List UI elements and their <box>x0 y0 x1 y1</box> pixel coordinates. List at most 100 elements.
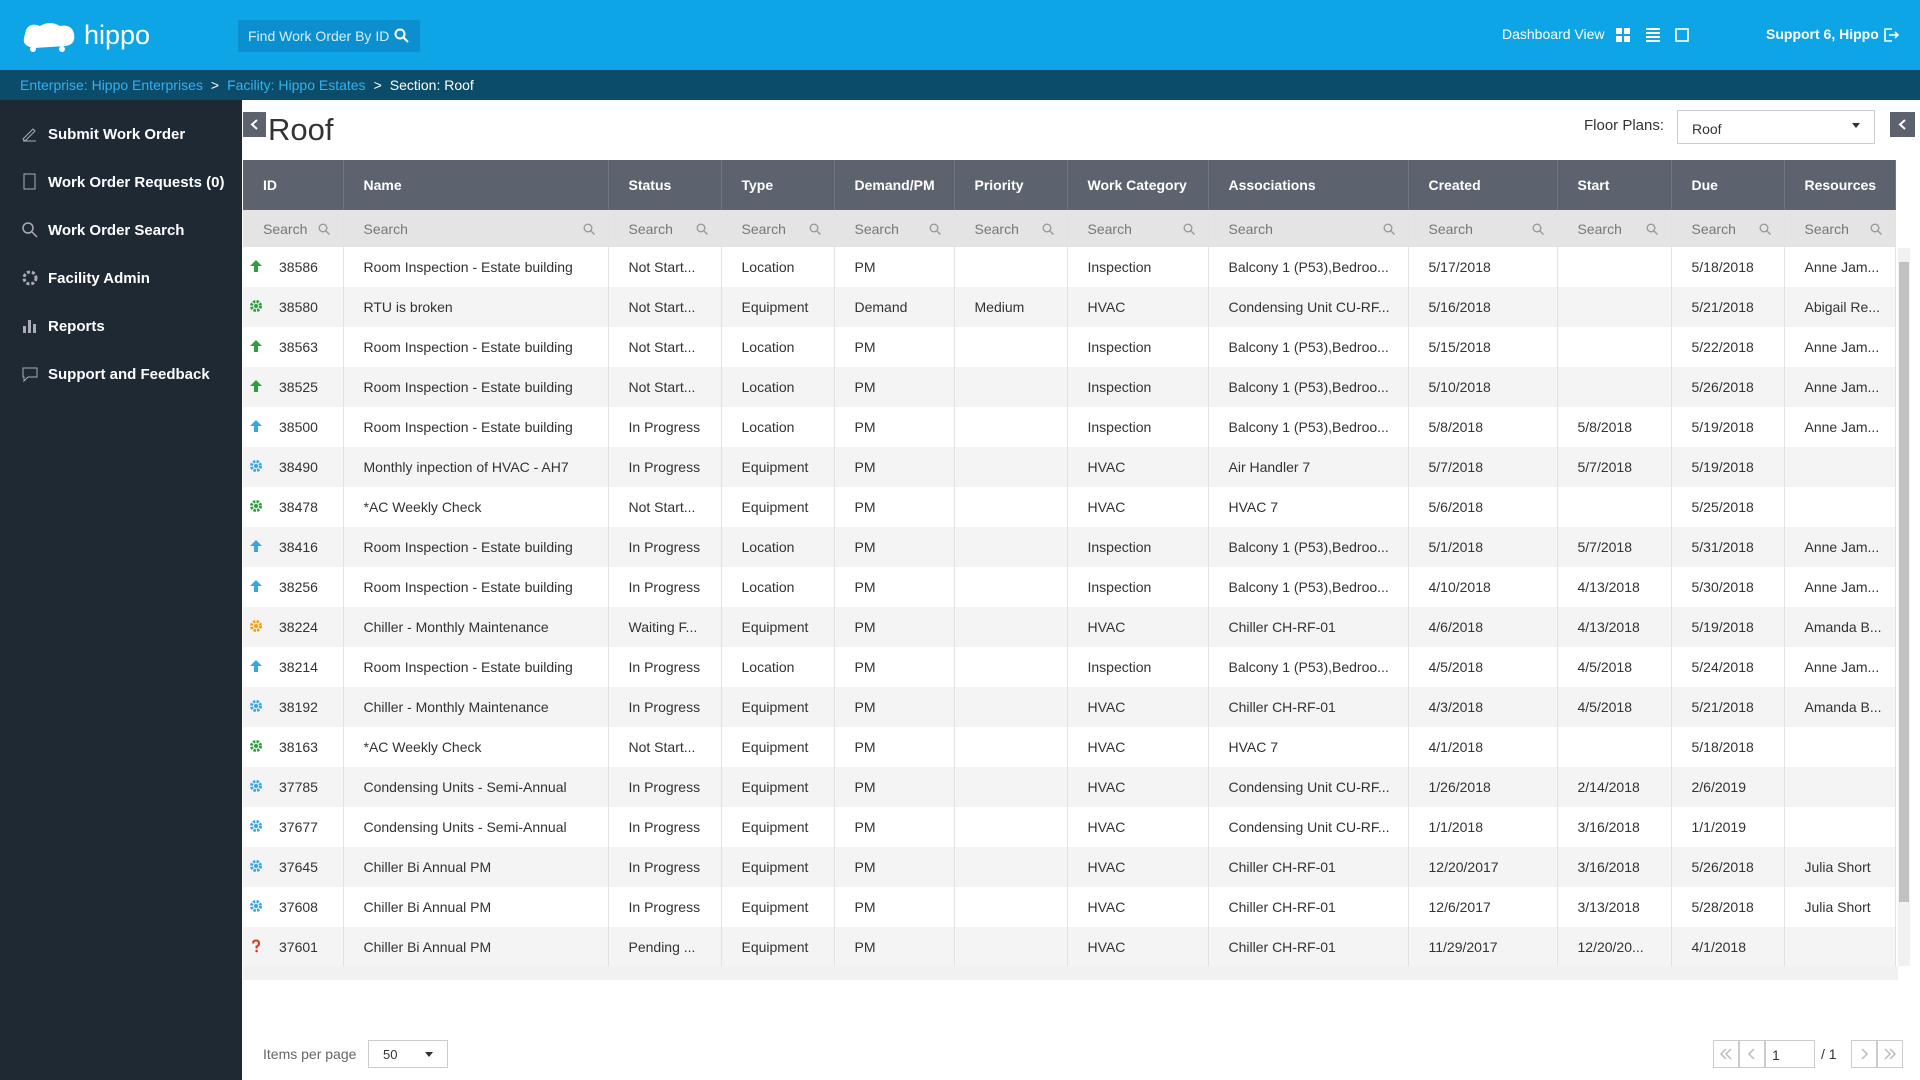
cell-text: HVAC 7 <box>1228 739 1279 755</box>
search-placeholder: Search <box>263 220 308 237</box>
table-cell: HVAC 7 <box>1208 727 1409 767</box>
cell-text: 4/13/2018 <box>1577 579 1640 595</box>
sidebar-item[interactable]: Submit Work Order <box>20 124 185 144</box>
table-row[interactable]: 38586 Room Inspection - Estate building No… <box>243 247 1896 287</box>
cell-text: Air Handler 7 <box>1228 459 1311 475</box>
cell-text: Condensing Units - Semi-Annual <box>363 819 567 835</box>
column-search[interactable]: Search <box>1805 221 1894 237</box>
table-row[interactable]: 38416 Room Inspection - Estate building In… <box>243 527 1896 567</box>
column-search[interactable]: Search <box>1429 221 1556 237</box>
sidebar-item[interactable]: Support and Feedback <box>20 364 210 384</box>
column-search[interactable]: Search <box>629 221 720 237</box>
column-search[interactable]: Search <box>1088 221 1207 237</box>
table-row[interactable]: 38563 Room Inspection - Estate building No… <box>243 327 1896 367</box>
table-row[interactable]: 37645 Chiller Bi Annual PM In Progress Equi… <box>243 847 1896 887</box>
user-name[interactable]: Support 6, Hippo <box>1766 26 1879 42</box>
first-page[interactable] <box>1713 1040 1739 1068</box>
column-header[interactable]: Status <box>608 160 722 210</box>
column-header[interactable]: Start <box>1557 160 1672 210</box>
table-cell: PM <box>834 807 955 847</box>
cell-text: HVAC <box>1087 739 1126 755</box>
table-row[interactable]: 37677 Condensing Units - Semi-Annual In Pr… <box>243 807 1896 847</box>
table-row[interactable]: 38478 *AC Weekly Check Not Start... Equipme… <box>243 487 1896 527</box>
cell-text: 5/21/2018 <box>1691 299 1754 315</box>
column-header[interactable]: Type <box>721 160 835 210</box>
column-search[interactable]: Search <box>855 221 953 237</box>
column-header[interactable]: Priority <box>954 160 1068 210</box>
table-cell: 5/7/2018 <box>1557 527 1672 567</box>
page-input[interactable]: 1 <box>1765 1040 1815 1068</box>
table-cell: In Progress <box>608 647 722 687</box>
collapse-button[interactable] <box>243 112 266 137</box>
sidebar-item[interactable]: Reports <box>20 316 105 336</box>
column-header[interactable]: Demand/PM <box>834 160 955 210</box>
cell-text: 38163 <box>279 739 318 755</box>
table-row[interactable]: 38500 Room Inspection - Estate building In… <box>243 407 1896 447</box>
column-header[interactable]: Associations <box>1208 160 1409 210</box>
table-row[interactable]: 38580 RTU is broken Not Start... Equipment D… <box>243 287 1896 327</box>
table-row[interactable]: 38192 Chiller - Monthly Maintenance In Pro… <box>243 687 1896 727</box>
column-header[interactable]: Created <box>1408 160 1558 210</box>
column-search[interactable]: Search <box>742 221 833 237</box>
column-header[interactable]: Name <box>343 160 609 210</box>
table-row[interactable]: 37608 Chiller Bi Annual PM In Progress Equi… <box>243 887 1896 927</box>
cell-text: PM <box>854 259 876 275</box>
items-per-page-select[interactable]: 50 <box>368 1040 448 1068</box>
prev-page[interactable] <box>1739 1040 1765 1068</box>
sidebar-item[interactable]: Facility Admin <box>20 268 150 288</box>
table-row[interactable]: 37785 Condensing Units - Semi-Annual In Pr… <box>243 767 1896 807</box>
breadcrumb-item[interactable]: Enterprise: Hippo Enterprises <box>20 77 203 93</box>
search-icon <box>1383 223 1395 235</box>
table-row[interactable]: 38490 Monthly inpection of HVAC - AH7 In P… <box>243 447 1896 487</box>
column-search[interactable]: Search <box>1692 221 1783 237</box>
table-cell: 38490 <box>243 447 344 487</box>
table-cell: Monthly inpection of HVAC - AH7 <box>343 447 609 487</box>
table-row[interactable]: 38224 Chiller - Monthly Maintenance Waitin… <box>243 607 1896 647</box>
column-header[interactable]: Resources <box>1784 160 1896 210</box>
cell-text: Room Inspection - Estate building <box>363 339 573 355</box>
table-cell: 5/7/2018 <box>1557 447 1672 487</box>
table-row[interactable]: 37601 Chiller Bi Annual PM Pending ... Equi… <box>243 927 1896 967</box>
table-cell: 4/13/2018 <box>1557 567 1672 607</box>
column-search[interactable]: Search <box>975 221 1066 237</box>
row-icon <box>250 620 262 632</box>
horizontal-scrollbar[interactable] <box>243 966 1898 980</box>
table-row[interactable]: 38256 Room Inspection - Estate building In… <box>243 567 1896 607</box>
table-cell: Air Handler 7 <box>1208 447 1409 487</box>
table-row[interactable]: 38214 Room Inspection - Estate building In… <box>243 647 1896 687</box>
next-page[interactable] <box>1851 1040 1877 1068</box>
sidebar-icon <box>22 270 38 286</box>
table-cell: Location <box>721 367 835 407</box>
last-page[interactable] <box>1877 1040 1903 1068</box>
column-search[interactable]: Search <box>1578 221 1670 237</box>
dashboard-view[interactable]: Dashboard View <box>1502 26 1605 42</box>
column-header[interactable]: Due <box>1671 160 1785 210</box>
cell-text: *AC Weekly Check <box>363 499 482 515</box>
cell-text: 3/13/2018 <box>1577 899 1640 915</box>
floor-plan-select[interactable]: Roof <box>1677 110 1875 144</box>
table-cell: 3/16/2018 <box>1557 847 1672 887</box>
column-search[interactable]: Search <box>364 221 607 237</box>
table-cell: Room Inspection - Estate building <box>343 527 609 567</box>
table-cell: 5/21/2018 <box>1671 287 1785 327</box>
cell-text: Inspection <box>1087 379 1152 395</box>
column-header[interactable]: Work Category <box>1067 160 1209 210</box>
cell-text: Monthly inpection of HVAC - AH7 <box>363 459 569 475</box>
vertical-scrollbar[interactable] <box>1898 248 1910 966</box>
sidebar-item[interactable]: Work Order Search <box>20 220 184 240</box>
view-icons[interactable] <box>1614 26 1694 44</box>
column-search[interactable]: Search <box>1229 221 1407 237</box>
search-field[interactable]: Find Work Order By ID <box>238 20 420 52</box>
breadcrumb-item[interactable]: Facility: Hippo Estates <box>227 77 366 93</box>
table-row[interactable]: 38525 Room Inspection - Estate building No… <box>243 367 1896 407</box>
logout-icon[interactable] <box>1882 26 1900 44</box>
side-panel-toggle[interactable] <box>1890 112 1915 137</box>
table-cell: 4/5/2018 <box>1557 687 1672 727</box>
sidebar-label: Support and Feedback <box>48 365 210 383</box>
table-cell: Condensing Unit CU-RF... <box>1208 287 1409 327</box>
table-cell <box>1557 247 1672 287</box>
sidebar-item[interactable]: Work Order Requests (0) <box>20 172 224 192</box>
column-header[interactable]: ID <box>243 160 344 210</box>
column-search[interactable]: Search <box>263 221 342 237</box>
table-row[interactable]: 38163 *AC Weekly Check Not Start... Equipme… <box>243 727 1896 767</box>
